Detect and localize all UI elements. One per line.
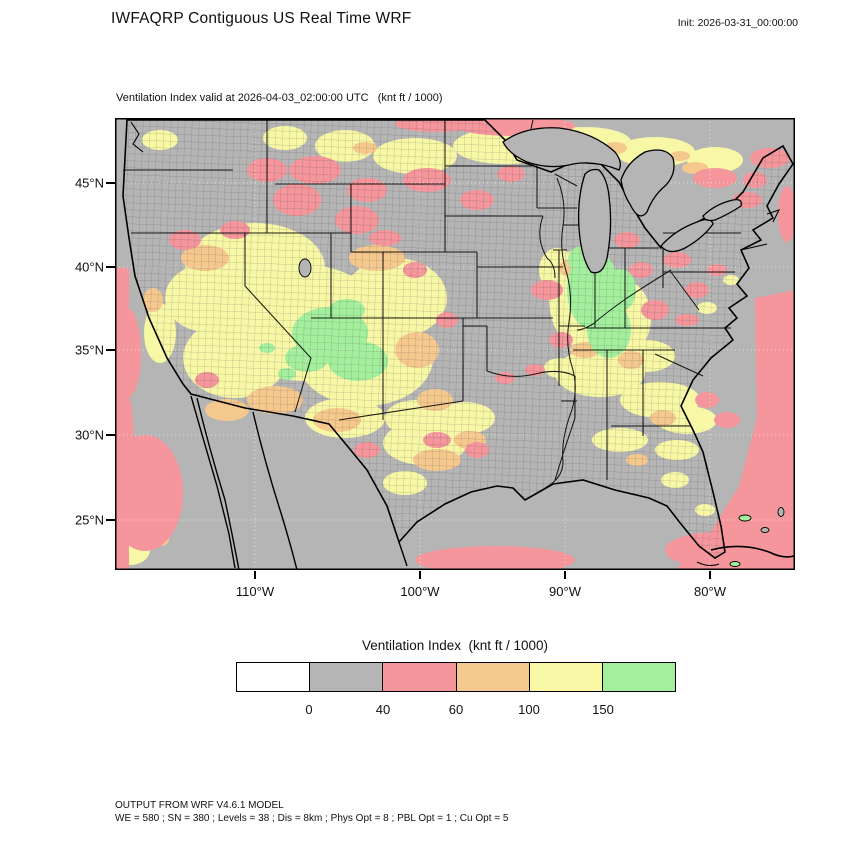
footer-line2: WE = 580 ; SN = 380 ; Levels = 38 ; Dis … (115, 812, 509, 824)
lat-axis-tick (106, 519, 115, 521)
legend-swatch (456, 663, 530, 691)
legend-swatch (383, 663, 457, 691)
legend-colorbar (236, 662, 676, 692)
lat-axis-tick (106, 266, 115, 268)
legend-title: Ventilation Index (knt ft / 1000) (361, 638, 549, 653)
lon-axis-tick (419, 571, 421, 579)
page-title: IWFAQRP Contiguous US Real Time WRF (111, 10, 412, 27)
legend-tick-label: 150 (592, 702, 614, 717)
legend-tick-label: 0 (305, 702, 313, 717)
lat-axis-tick (106, 434, 115, 436)
us-map-canvas (115, 118, 795, 570)
lat-tick-label: 35°N (74, 342, 104, 358)
mexico-coastline (190, 395, 408, 570)
lat-tick-label: 30°N (74, 427, 104, 443)
lat-axis-tick (106, 349, 115, 351)
lon-axis-tick (564, 571, 566, 579)
lon-axis-tick (709, 571, 711, 579)
caribbean-islands (710, 507, 795, 567)
lat-tick-label: 45°N (74, 175, 104, 191)
legend-swatch (310, 663, 384, 691)
map-subtitle: Ventilation Index valid at 2026-04-03_02… (116, 92, 443, 104)
footer-line1: OUTPUT FROM WRF V4.6.1 MODEL (115, 800, 284, 811)
great-salt-lake (298, 258, 312, 278)
great-lakes (298, 127, 742, 278)
legend-tick-label: 40 (375, 702, 391, 717)
legend-swatch (237, 663, 311, 691)
lon-tick-label: 80°W (694, 584, 726, 599)
legend-tick-label: 60 (448, 702, 464, 717)
lon-tick-label: 90°W (549, 584, 581, 599)
legend-swatch (529, 663, 603, 691)
legend-swatch (602, 663, 676, 691)
lat-axis-tick (106, 182, 115, 184)
lat-tick-label: 25°N (74, 512, 104, 528)
lon-axis-tick (254, 571, 256, 579)
legend-tick-labels: 0 40 60 100 150 (236, 702, 676, 718)
init-timestamp: Init: 2026-03-31_00:00:00 (677, 17, 798, 29)
map-frame (115, 118, 795, 570)
lat-tick-label: 40°N (74, 259, 104, 275)
lon-tick-label: 110°W (235, 584, 275, 599)
lon-tick-label: 100°W (400, 584, 440, 599)
coastal-details (130, 121, 781, 567)
legend-tick-label: 100 (518, 702, 540, 717)
map-border-frame (115, 118, 795, 570)
footer-model-info: OUTPUT FROM WRF V4.6.1 MODEL WE = 580 ; … (115, 800, 508, 825)
